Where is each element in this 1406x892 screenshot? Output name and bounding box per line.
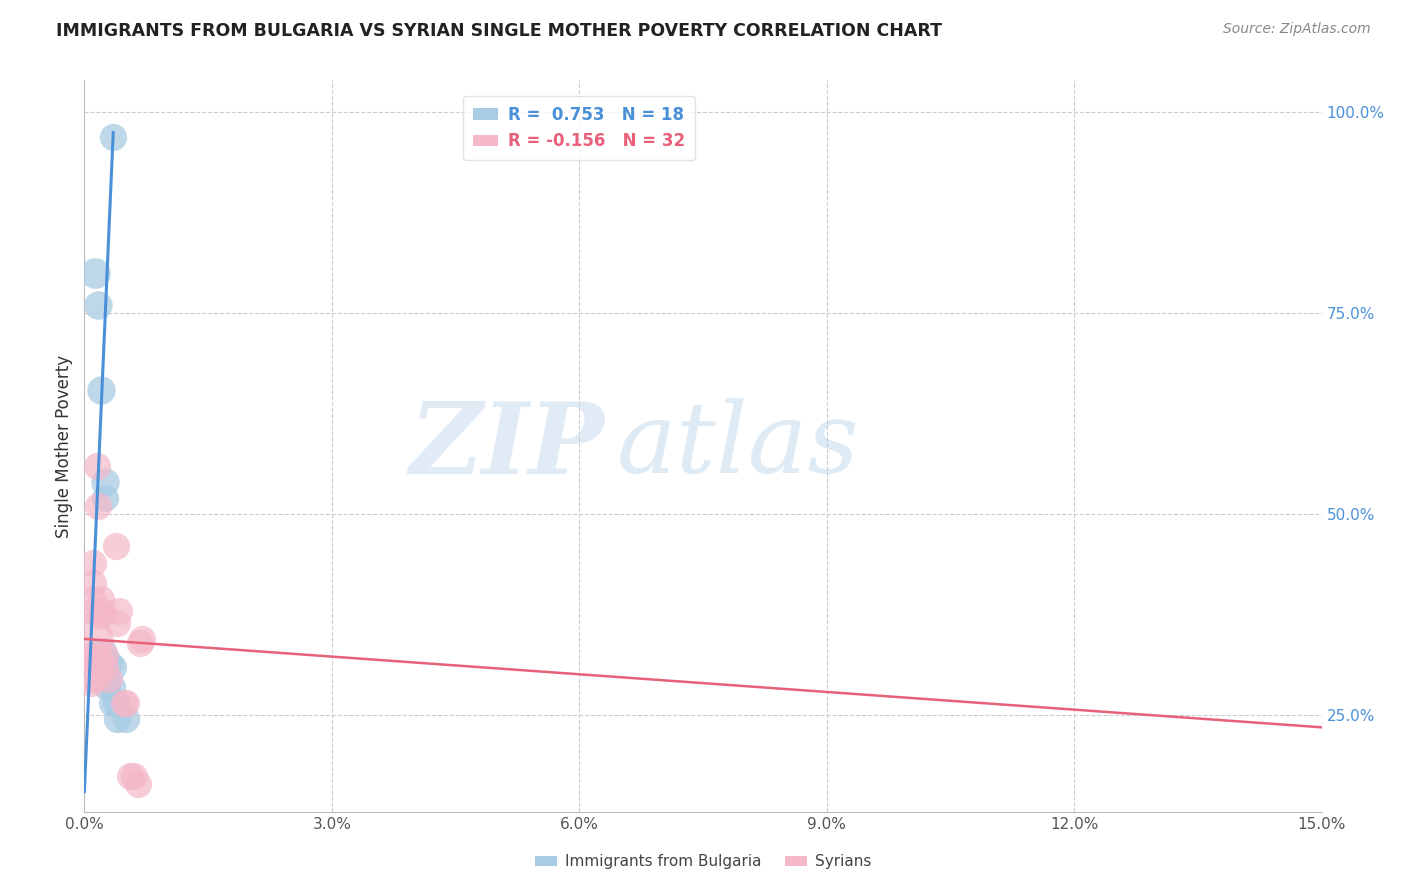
Text: IMMIGRANTS FROM BULGARIA VS SYRIAN SINGLE MOTHER POVERTY CORRELATION CHART: IMMIGRANTS FROM BULGARIA VS SYRIAN SINGL… [56, 22, 942, 40]
Point [89, 652, 111, 666]
Point [89, 668, 111, 682]
Point [77, 672, 100, 686]
Point [90, 591, 112, 606]
Point [129, 636, 152, 650]
Point [82, 556, 104, 570]
Point [83, 672, 105, 686]
Point [112, 696, 135, 710]
Point [91, 644, 114, 658]
Point [96, 672, 118, 686]
Point [94, 660, 117, 674]
Point [90, 607, 112, 622]
Point [86, 459, 108, 474]
Point [103, 129, 125, 144]
Point [104, 540, 127, 554]
Point [105, 615, 128, 630]
Point [103, 660, 125, 674]
Point [80, 668, 103, 682]
Text: atlas: atlas [616, 399, 859, 493]
Point [86, 500, 108, 514]
Point [77, 664, 100, 678]
Point [118, 768, 141, 782]
Point [98, 672, 121, 686]
Point [90, 383, 112, 397]
Point [82, 656, 104, 670]
Point [94, 648, 117, 662]
Point [86, 298, 108, 312]
Point [91, 660, 114, 674]
Point [96, 680, 118, 694]
Point [114, 696, 136, 710]
Point [98, 656, 121, 670]
Point [108, 604, 131, 618]
Text: ZIP: ZIP [409, 398, 605, 494]
Point [82, 604, 104, 618]
Point [100, 680, 122, 694]
Point [131, 632, 153, 646]
Point [84, 266, 107, 280]
Point [94, 491, 117, 506]
Point [76, 632, 98, 646]
Point [105, 712, 128, 726]
Point [100, 696, 122, 710]
Y-axis label: Single Mother Poverty: Single Mother Poverty [55, 354, 73, 538]
Point [84, 652, 107, 666]
Point [122, 768, 145, 782]
Text: Source: ZipAtlas.com: Source: ZipAtlas.com [1223, 22, 1371, 37]
Point [80, 591, 103, 606]
Legend: Immigrants from Bulgaria, Syrians: Immigrants from Bulgaria, Syrians [529, 848, 877, 875]
Point [114, 712, 136, 726]
Point [104, 696, 127, 710]
Point [79, 648, 101, 662]
Point [127, 776, 149, 790]
Legend: R =  0.753   N = 18, R = -0.156   N = 32: R = 0.753 N = 18, R = -0.156 N = 32 [463, 96, 696, 161]
Point [94, 475, 117, 490]
Point [80, 676, 103, 690]
Point [91, 604, 114, 618]
Point [82, 575, 104, 590]
